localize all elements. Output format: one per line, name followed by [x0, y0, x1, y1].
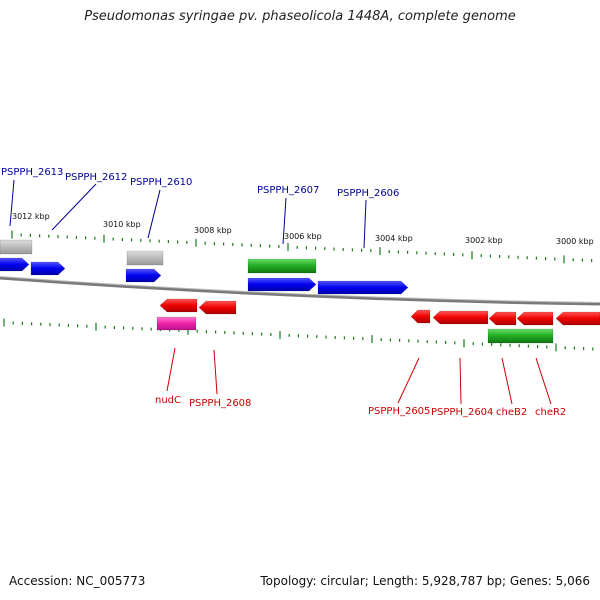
label-leader-line: [166, 347, 176, 392]
label-leader-line: [535, 357, 552, 405]
tick-label: 3004 kbp: [375, 234, 413, 243]
forward-gene-label: PSPPH_2606: [337, 188, 399, 199]
tick-label: 3008 kbp: [194, 226, 232, 235]
label-leader-line: [282, 197, 287, 245]
reverse-gene-label: cheB2: [496, 407, 527, 418]
forward-cds-feature: [0, 257, 30, 272]
rna-feature: [487, 328, 554, 344]
topology-summary: Topology: circular; Length: 5,928,787 bp…: [260, 574, 590, 588]
forward-cds-feature: [247, 277, 317, 292]
reverse-cds-feature: [410, 309, 431, 324]
reverse-gene-label: PSPPH_2608: [189, 398, 251, 409]
forward-cds-feature: [30, 261, 66, 276]
forward-gene-label: PSPPH_2610: [130, 177, 192, 188]
label-leader-line: [459, 357, 462, 405]
tick-label: 3010 kbp: [103, 220, 141, 229]
map-title: Pseudomonas syringae pv. phaseolicola 14…: [84, 9, 516, 24]
forward-gene-label: PSPPH_2607: [257, 185, 319, 196]
forward-gene-label: PSPPH_2613: [1, 167, 63, 178]
special-feature: [156, 316, 197, 331]
tick-label: 3012 kbp: [12, 212, 50, 221]
pseudogene-feature: [126, 250, 164, 266]
reverse-gene-label: cheR2: [535, 407, 566, 418]
reverse-cds-feature: [555, 311, 600, 326]
tick-label: 3000 kbp: [556, 237, 594, 246]
genome-backbone: [0, 276, 600, 306]
label-leader-line: [147, 189, 161, 239]
label-leader-line: [363, 199, 367, 249]
gene-labels: PSPPH_2613 PSPPH_2612 PSPPH_2610 PSPPH_2607…: [1, 167, 566, 418]
forward-cds-feature: [125, 268, 162, 283]
reverse-cds-feature: [159, 298, 198, 313]
gene-features: [0, 239, 600, 344]
reverse-cds-feature: [516, 311, 554, 326]
label-leader-line: [397, 357, 420, 404]
reverse-cds-feature: [198, 300, 237, 315]
reverse-gene-label: PSPPH_2605: [368, 406, 430, 417]
label-leader-line: [9, 179, 15, 227]
rna-feature: [247, 258, 317, 274]
forward-gene-label: PSPPH_2612: [65, 172, 127, 183]
reverse-gene-label: PSPPH_2604: [431, 407, 493, 418]
reverse-cds-feature: [488, 311, 517, 326]
tick-label: 3002 kbp: [465, 236, 503, 245]
forward-cds-feature: [317, 280, 409, 295]
label-leader-line: [51, 183, 97, 231]
label-leader-line: [501, 357, 513, 405]
scale-ticks: 3012 kbp 3010 kbp 3008 kbp 3006 kbp 3004 kbp…: [3, 212, 594, 352]
label-leader-line: [213, 349, 218, 395]
tick-label: 3006 kbp: [284, 232, 322, 241]
reverse-gene-label: nudC: [155, 395, 181, 406]
accession-text: Accession: NC_005773: [9, 574, 146, 588]
pseudogene-feature: [0, 239, 33, 255]
reverse-cds-feature: [432, 310, 489, 325]
